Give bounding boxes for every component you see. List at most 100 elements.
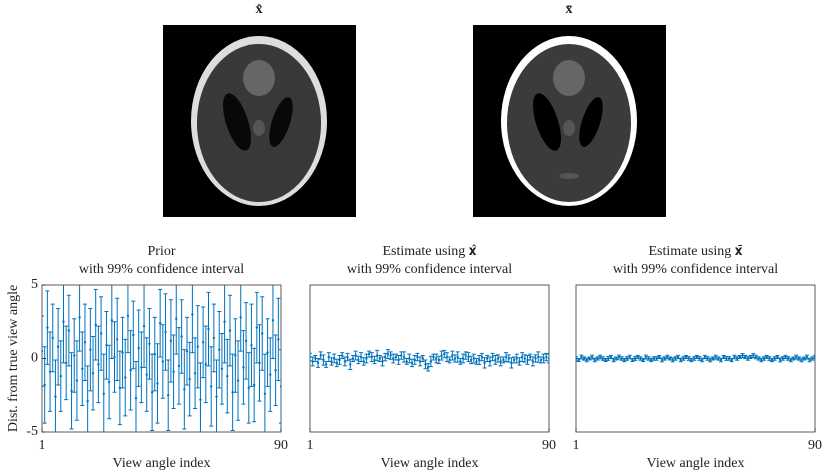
chart-title: Estimate using 𝐱̄ xyxy=(648,244,742,259)
chart-title: Prior xyxy=(148,244,176,259)
point xyxy=(252,383,256,387)
point xyxy=(324,363,328,366)
point xyxy=(244,339,248,343)
point xyxy=(110,319,114,322)
plot-area xyxy=(310,349,549,372)
x-tick-label: 90 xyxy=(542,438,556,453)
point xyxy=(647,357,650,360)
point xyxy=(607,357,610,360)
point xyxy=(383,355,387,359)
point xyxy=(502,358,505,362)
point xyxy=(42,349,44,353)
point xyxy=(142,324,146,328)
point xyxy=(394,355,398,359)
point xyxy=(472,357,476,360)
point xyxy=(311,360,314,363)
point xyxy=(722,355,725,359)
point xyxy=(56,345,60,348)
point xyxy=(598,355,602,359)
error-bar xyxy=(310,352,312,362)
point xyxy=(752,354,755,357)
point xyxy=(118,386,122,390)
point xyxy=(615,357,618,360)
point xyxy=(156,382,159,385)
point xyxy=(416,355,419,359)
x-axis-label: View angle index xyxy=(381,456,479,471)
x-axis-label: View angle index xyxy=(113,456,211,471)
point xyxy=(126,314,130,318)
point xyxy=(690,358,693,362)
point xyxy=(534,357,537,360)
point xyxy=(239,316,242,319)
point xyxy=(99,332,103,335)
point xyxy=(148,342,151,345)
point xyxy=(676,355,680,359)
point xyxy=(261,332,264,335)
point xyxy=(161,360,165,363)
x-tick-label: 90 xyxy=(808,438,822,453)
point xyxy=(59,374,62,378)
point xyxy=(733,355,736,359)
point xyxy=(435,357,438,360)
point xyxy=(429,360,433,363)
point xyxy=(453,357,457,360)
point xyxy=(510,361,513,365)
point xyxy=(330,360,333,363)
point xyxy=(711,357,715,360)
point xyxy=(319,354,322,357)
point xyxy=(191,313,194,316)
point xyxy=(215,395,218,398)
point xyxy=(279,385,281,388)
point xyxy=(483,361,486,365)
point xyxy=(316,361,320,365)
point xyxy=(469,358,473,362)
point xyxy=(46,326,49,329)
point xyxy=(639,357,642,360)
point xyxy=(800,358,803,362)
point xyxy=(459,360,462,363)
point xyxy=(795,355,798,359)
point xyxy=(741,354,744,357)
point xyxy=(727,357,731,360)
phantom-image xyxy=(473,25,666,217)
point xyxy=(577,358,580,362)
point xyxy=(668,357,672,360)
point xyxy=(107,380,111,384)
point xyxy=(314,357,317,360)
point xyxy=(687,357,690,360)
point xyxy=(520,355,524,359)
point xyxy=(719,358,723,362)
point xyxy=(633,357,637,360)
plot-area xyxy=(576,353,815,363)
point xyxy=(204,363,208,366)
point xyxy=(432,355,435,359)
point xyxy=(623,358,626,362)
point xyxy=(223,320,226,323)
error-bar xyxy=(42,315,44,387)
point xyxy=(426,366,430,369)
point xyxy=(343,360,347,363)
point xyxy=(322,358,325,362)
point xyxy=(580,355,583,359)
point xyxy=(349,363,352,366)
point xyxy=(220,367,224,370)
y-tick-label: 0 xyxy=(31,351,38,366)
point xyxy=(180,335,183,338)
point xyxy=(209,385,213,388)
point xyxy=(113,355,116,359)
point xyxy=(512,358,516,362)
point xyxy=(679,358,682,362)
point xyxy=(671,358,674,362)
point xyxy=(121,351,124,354)
point xyxy=(477,358,481,362)
point xyxy=(169,339,173,343)
point xyxy=(494,358,497,362)
point xyxy=(269,373,272,376)
x-tick-label: 90 xyxy=(274,438,288,453)
point xyxy=(164,330,167,334)
point xyxy=(682,357,685,360)
point xyxy=(461,357,465,360)
point xyxy=(81,367,84,370)
point xyxy=(250,344,253,347)
